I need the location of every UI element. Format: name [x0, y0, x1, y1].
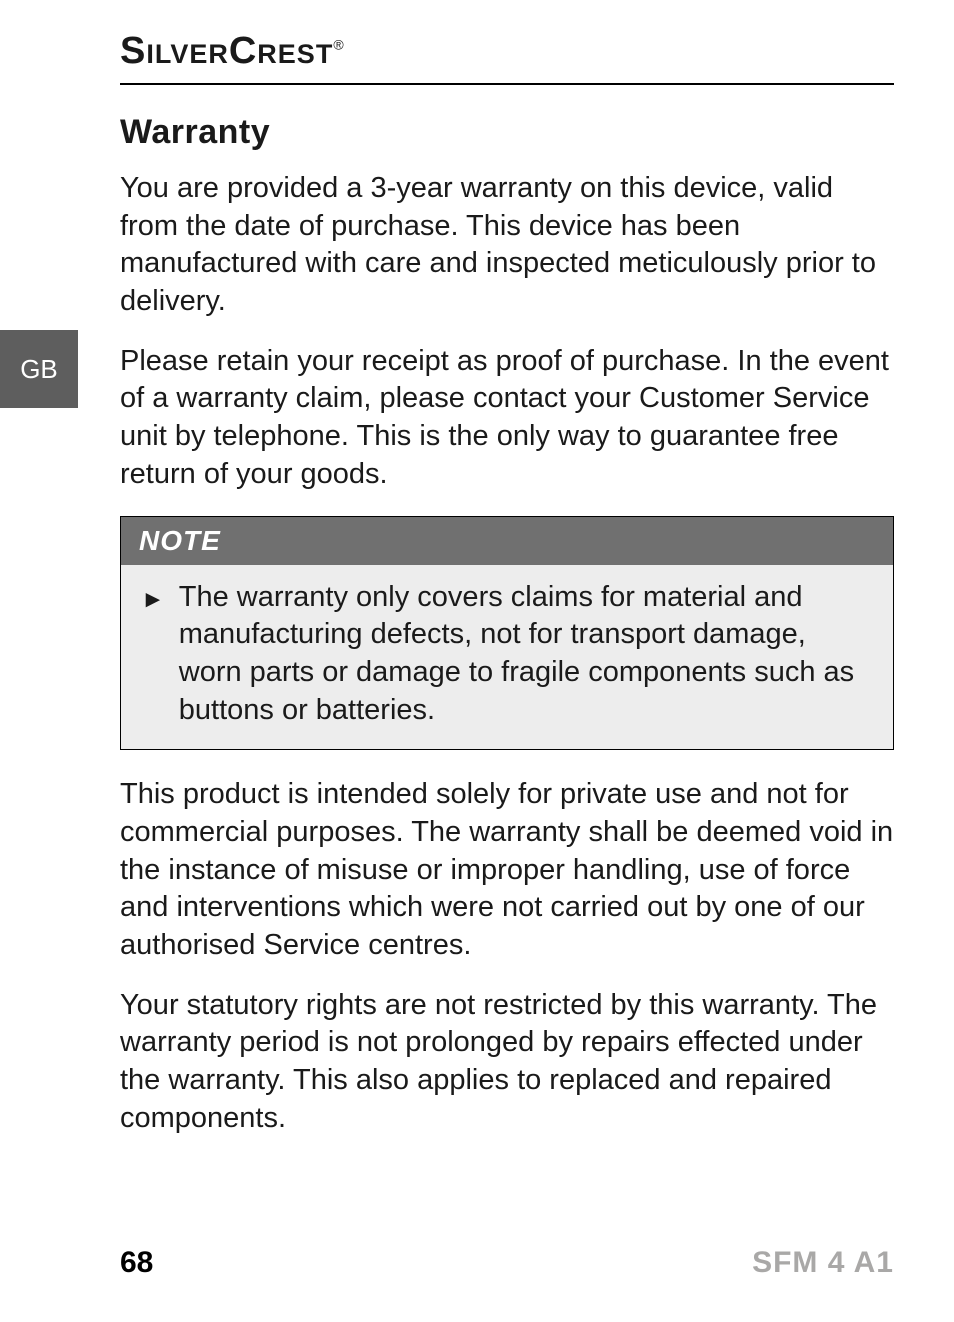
brand-logo: SilverCrest®: [120, 30, 894, 73]
note-body: ► The warranty only covers claims for ma…: [121, 565, 893, 750]
page-footer: 68 SFM 4 A1: [120, 1246, 894, 1280]
registered-mark: ®: [333, 36, 344, 52]
language-tab: GB: [0, 330, 78, 408]
page-number: 68: [120, 1246, 153, 1280]
manual-page: SilverCrest® GB Warranty You are provide…: [0, 0, 954, 1322]
model-number: SFM 4 A1: [752, 1246, 894, 1280]
receipt-paragraph: Please retain your receipt as proof of p…: [120, 343, 894, 494]
note-item: ► The warranty only covers claims for ma…: [141, 579, 873, 730]
brand-part2: Crest: [229, 30, 333, 72]
header-divider: [120, 83, 894, 85]
brand-part1: Silver: [120, 30, 229, 72]
note-box: NOTE ► The warranty only covers claims f…: [120, 516, 894, 751]
section-heading: Warranty: [120, 113, 894, 152]
bullet-arrow-icon: ►: [141, 583, 165, 730]
language-code: GB: [20, 354, 58, 385]
note-text: The warranty only covers claims for mate…: [179, 579, 873, 730]
private-use-paragraph: This product is intended solely for priv…: [120, 776, 894, 964]
warranty-intro-paragraph: You are provided a 3-year warranty on th…: [120, 170, 894, 321]
note-header: NOTE: [121, 517, 893, 565]
statutory-rights-paragraph: Your statutory rights are not restricted…: [120, 987, 894, 1138]
